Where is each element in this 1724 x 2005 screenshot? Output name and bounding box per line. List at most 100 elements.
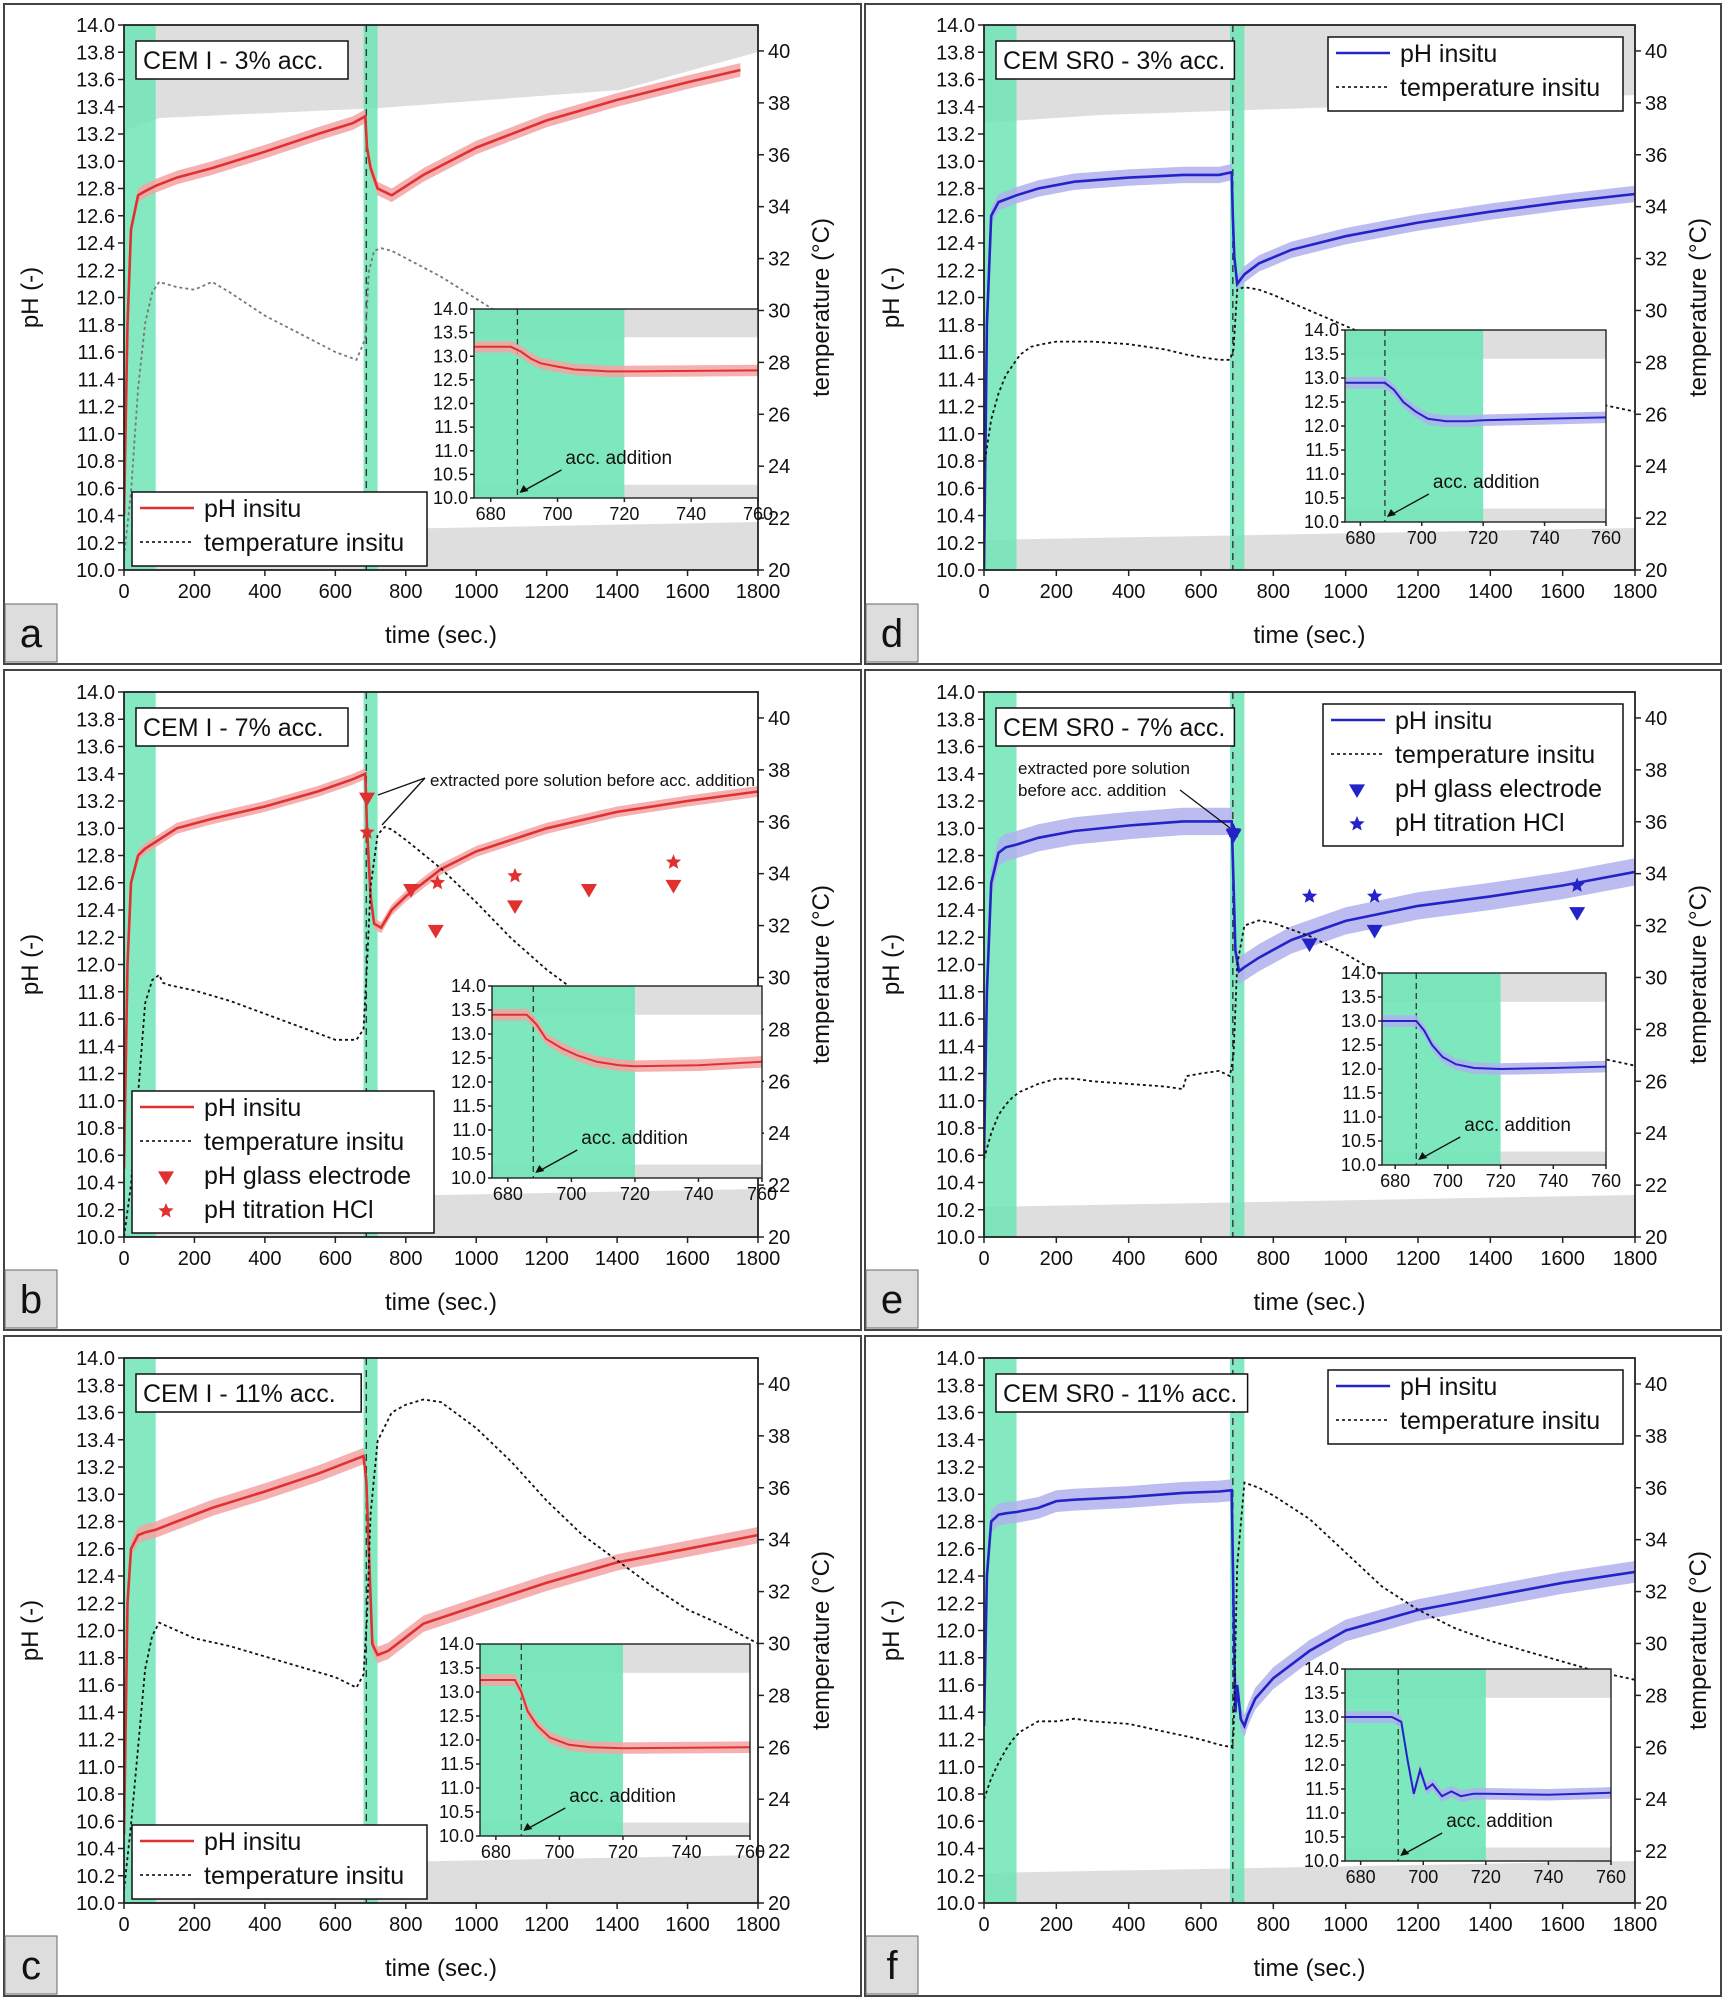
gray-band-bottom [984,1195,1635,1237]
chart-panel-f: 10.0 10.2 10.4 10.6 10.8 11.0 11.2 11.4 11.6 11.8… [864,1335,1722,1997]
chart-panel-a: 10.0 10.2 10.4 10.6 10.8 11.0 11.2 11.4 11.6 11.8… [3,3,862,665]
y-tick-label: 10.0 [76,1893,115,1915]
x-axis-label: time (sec.) [385,622,497,649]
y2-axis-label: temperature (°C) [1685,1551,1712,1730]
inset-x-tick-label: 680 [1346,1867,1376,1887]
inset-x-tick-label: 700 [1408,1867,1438,1887]
inset-y-tick-label: 13.5 [1304,1683,1339,1703]
x-tick-label: 0 [978,581,989,603]
legend-entry: pH insitu [1395,707,1492,735]
x-axis-label: time (sec.) [1253,622,1365,649]
glass-electrode-marker [359,792,376,807]
glass-electrode-marker [506,900,523,914]
annotation-arrow [1179,789,1231,829]
panel-letter-box [865,1935,919,1995]
y2-tick-label: 34 [768,197,790,219]
y2-axis-label: temperature (°C) [808,1551,835,1730]
annotation-arrow [377,777,426,796]
y2-tick-label: 26 [768,404,790,426]
inset-y-tick-label: 14.0 [451,976,486,996]
y-tick-label: 13.6 [936,737,975,759]
gray-band-bottom [984,528,1635,570]
inset-y-tick-label: 11.0 [1305,464,1339,484]
x-tick-label: 1200 [524,1248,569,1270]
y-tick-label: 12.8 [76,179,115,201]
legend: pH insitu temperature insitu [131,491,428,567]
panel-letter: a [20,612,43,656]
y-tick-label: 14.0 [936,682,975,704]
x-tick-label: 1200 [1396,1248,1441,1270]
inset-y-tick-label: 12.0 [1341,1059,1376,1079]
x-tick-label: 600 [319,581,352,603]
inset-y-tick-label: 10.0 [1304,512,1339,532]
chart-panel-c: 10.0 10.2 10.4 10.6 10.8 11.0 11.2 11.4 11.6 11.8… [3,1335,862,1997]
inset-y-tick-label: 12.0 [439,1730,474,1750]
green-zone-1 [363,25,378,570]
y2-tick-label: 38 [1645,1426,1667,1448]
box-label-text: CEM I - 7% acc. [143,714,324,742]
legend-entry: temperature insitu [204,529,404,557]
x-tick-label: 800 [389,1248,422,1270]
x-axis-label: time (sec.) [1253,1289,1365,1316]
y-tick-label: 11.0 [938,424,975,446]
inset-y-tick-label: 13.5 [1304,344,1339,364]
y-tick-label: 12.8 [936,1512,975,1534]
inset-chart: 10.0 10.5 11.0 11.5 12.0 12.5 13.0 13.5 14.0 680 7… [1304,320,1621,548]
y-tick-label: 10.2 [936,1200,975,1222]
x-tick-label: 1800 [736,581,781,603]
green-zone-1 [1229,1358,1245,1903]
acc-addition-arrow [521,469,562,493]
x-tick-label: 1000 [454,1248,499,1270]
glass-electrode-marker [665,879,682,894]
y-tick-label: 13.8 [936,709,975,731]
y2-tick-label: 20 [1645,1893,1667,1915]
ph-line [984,820,1635,1156]
extracted-annotation: extracted pore solution before acc. addi… [430,771,755,790]
extracted-annotation-line-2: before acc. addition [1018,781,1166,800]
gray-band-bottom [984,1861,1635,1903]
inset-x-tick-label: 740 [1530,528,1560,548]
inset-x-tick-label: 700 [544,1842,574,1862]
y-tick-label: 13.4 [936,97,975,119]
y-tick-label: 11.0 [78,424,115,446]
inset-y-tick-label: 13.0 [439,1682,474,1702]
inset-x-tick-label: 700 [556,1184,586,1204]
x-tick-label: 600 [319,1914,352,1936]
temperature-line [124,247,741,558]
acc-addition-arrowhead [519,485,529,493]
inset-x-tick-label: 720 [608,1842,638,1862]
inset-ph-band [1345,377,1606,427]
y-tick-label: 10.4 [936,1173,975,1195]
y2-tick-label: 40 [768,708,790,730]
y2-tick-label: 38 [1645,760,1667,782]
glass-electrode-marker [403,883,420,898]
y2-tick-label: 26 [1645,1071,1667,1093]
y-tick-label: 11.2 [78,1064,115,1086]
y-axis-label: pH (-) [17,934,44,995]
inset-y-tick-label: 10.5 [439,1802,474,1822]
y2-tick-label: 36 [768,145,790,167]
y-tick-label: 13.6 [76,737,115,759]
y2-tick-label: 28 [768,1019,790,1041]
inset-chart: 10.0 10.5 11.0 11.5 12.0 12.5 13.0 13.5 14.0 680 7… [1341,963,1621,1191]
inset-y-tick-label: 12.0 [433,394,468,414]
box-label-text: CEM I - 11% acc. [143,1380,336,1408]
y-tick-label: 10.0 [936,1227,975,1249]
green-zone-0 [984,1358,1017,1903]
x-tick-label: 1000 [1323,581,1368,603]
y2-tick-label: 28 [768,1685,790,1707]
titration-star-marker [665,854,682,869]
inset-y-tick-label: 11.5 [440,1754,474,1774]
y-tick-label: 12.4 [76,1566,115,1588]
inset-y-tick-label: 13.0 [433,346,468,366]
y-tick-label: 10.0 [936,1893,975,1915]
y2-tick-label: 32 [1645,916,1667,938]
inset-x-tick-label: 680 [481,1842,511,1862]
inset-x-tick-label: 740 [671,1842,701,1862]
y-tick-label: 11.0 [938,1757,975,1779]
legend-star-marker [1349,816,1365,831]
y-tick-label: 12.8 [936,179,975,201]
box-label-frame [135,40,349,80]
y2-tick-label: 30 [1645,300,1667,322]
inset-chart: 10.0 10.5 11.0 11.5 12.0 12.5 13.0 13.5 14.0 680 7… [433,299,773,524]
